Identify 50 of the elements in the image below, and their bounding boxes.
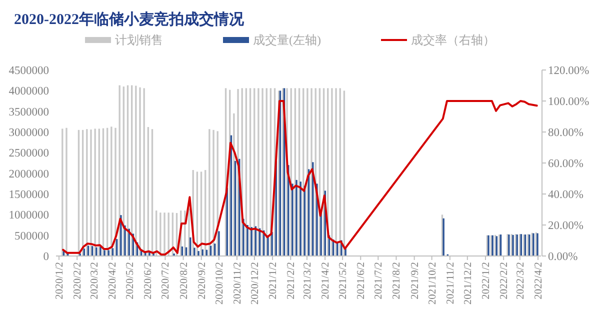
y-tick-label: 4500000 bbox=[8, 65, 50, 77]
x-tick-label: 2020/1/2 bbox=[54, 262, 66, 300]
x-tick-label: 2021/6/2 bbox=[356, 262, 368, 300]
line-series bbox=[62, 100, 538, 256]
y-tick-label: 1500000 bbox=[8, 189, 50, 201]
chart-title: 2020-2022年临储小麦竞拍成交情况 bbox=[14, 10, 245, 28]
x-tick-label: 2021/12/2 bbox=[462, 262, 474, 305]
x-tick-label: 2021/4/2 bbox=[320, 262, 332, 300]
x-tick-label: 2020/10/2 bbox=[214, 262, 226, 305]
x-tick-label: 2021/3/2 bbox=[302, 262, 314, 300]
y2-tick-label: 20.00% bbox=[548, 220, 584, 232]
x-tick-label: 2020/12/2 bbox=[250, 262, 261, 305]
y2-tick-label: 120.00% bbox=[548, 65, 590, 77]
legend-label: 计划销售 bbox=[115, 33, 163, 47]
x-tick-label: 2020/6/2 bbox=[143, 262, 154, 300]
x-tick-label: 2020/8/2 bbox=[178, 262, 190, 300]
x-tick-label: 2021/9/2 bbox=[410, 262, 421, 300]
y-tick-label: 3500000 bbox=[8, 106, 50, 118]
legend-label: 成交率（右轴） bbox=[411, 33, 495, 47]
x-tick-label: 2020/4/2 bbox=[108, 262, 119, 300]
x-tick-label: 2020/5/2 bbox=[125, 262, 136, 300]
x-tick-label: 2022/1/2 bbox=[480, 262, 492, 300]
x-tick-label: 2021/1/2 bbox=[268, 262, 280, 300]
y-tick-label: 4000000 bbox=[8, 86, 50, 98]
y-tick-label: 2500000 bbox=[8, 148, 50, 160]
x-tick-label: 2020/9/2 bbox=[196, 262, 208, 300]
y-tick-label: 1000000 bbox=[8, 210, 50, 222]
y2-tick-label: 0.00% bbox=[548, 251, 578, 263]
x-tick-label: 2021/7/2 bbox=[374, 262, 385, 300]
x-tick-label: 2021/2/2 bbox=[286, 262, 298, 300]
y-tick-label: 0 bbox=[43, 251, 50, 263]
x-tick-label: 2020/2/2 bbox=[72, 262, 84, 300]
y-tick-label: 2000000 bbox=[8, 168, 50, 180]
y-tick-label: 3000000 bbox=[8, 127, 50, 139]
x-tick-label: 2022/4/2 bbox=[534, 262, 544, 300]
y-tick-label: 500000 bbox=[14, 230, 50, 242]
x-tick-label: 2020/7/2 bbox=[160, 262, 172, 300]
x-tick-label: 2021/5/2 bbox=[338, 262, 350, 300]
x-tick-label: 2021/11/2 bbox=[445, 262, 456, 304]
y2-tick-label: 80.00% bbox=[548, 127, 584, 139]
x-tick-label: 2021/8/2 bbox=[392, 262, 403, 300]
x-tick-label: 2020/3/2 bbox=[90, 262, 101, 300]
y2-tick-label: 60.00% bbox=[548, 158, 584, 170]
y2-tick-label: 100.00% bbox=[548, 96, 590, 108]
legend-label: 成交量(左轴) bbox=[253, 33, 321, 47]
x-tick-label: 2022/2/2 bbox=[499, 262, 510, 300]
x-tick-label: 2021/10/2 bbox=[427, 262, 438, 305]
y2-tick-label: 40.00% bbox=[548, 189, 584, 201]
x-tick-label: 2022/3/2 bbox=[515, 262, 526, 300]
x-tick-label: 2020/11/2 bbox=[232, 262, 244, 304]
